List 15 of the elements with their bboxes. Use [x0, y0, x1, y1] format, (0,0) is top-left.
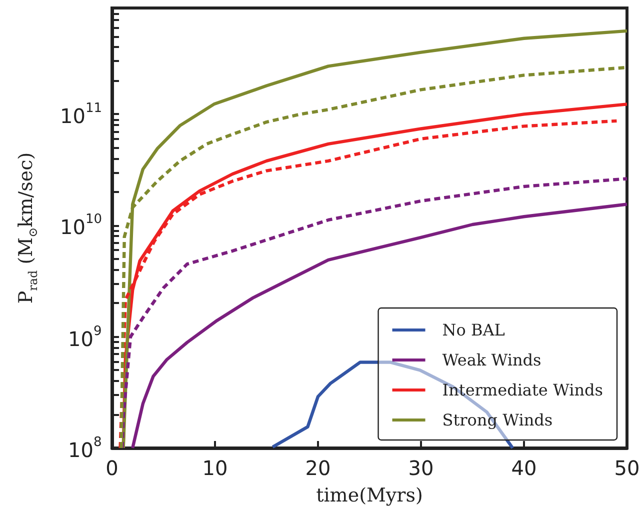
legend-label: No BAL [442, 320, 506, 340]
legend-label: Strong Winds [442, 410, 553, 430]
x-axis-title: time(Myrs) [316, 484, 423, 506]
x-tick-label: 40 [511, 456, 537, 480]
legend-label: Intermediate Winds [442, 380, 603, 400]
x-tick-label: 10 [202, 456, 228, 480]
legend-label: Weak Winds [442, 350, 542, 370]
y-tick-label: 10$^{10}$ [60, 212, 102, 240]
x-tick-label: 20 [305, 456, 331, 480]
y-tick-label: 10$^{9}$ [68, 324, 102, 351]
y-tick-label: 10$^{8}$ [68, 435, 102, 462]
x-tick-label: 50 [614, 456, 640, 480]
x-tick-label: 0 [106, 456, 118, 480]
y-tick-label: 10$^{11}$ [60, 101, 102, 128]
x-tick-label: 30 [408, 456, 434, 480]
